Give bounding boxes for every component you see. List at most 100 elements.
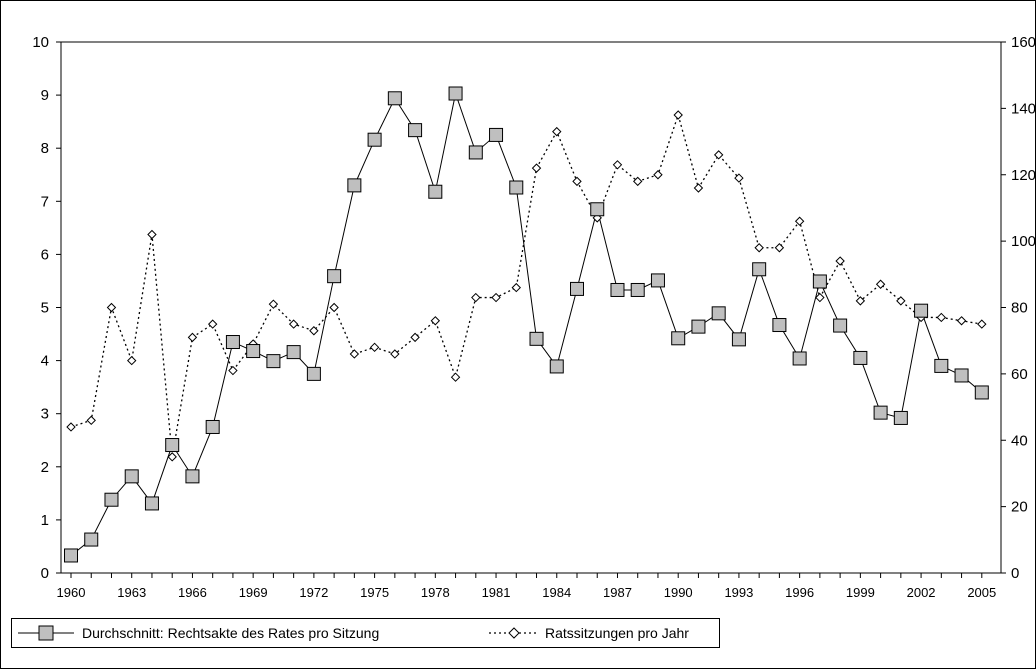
rechtsakte-point: [84, 532, 99, 547]
ratssitzungen-point: [754, 243, 764, 253]
x-tick-label: 1981: [482, 585, 511, 600]
ratssitzungen-point: [673, 110, 683, 120]
rechtsakte-point: [934, 358, 949, 373]
rechtsakte-point: [772, 318, 787, 333]
rechtsakte-point: [590, 202, 605, 217]
rechtsakte-point: [448, 86, 463, 101]
ratssitzungen-point: [288, 319, 299, 329]
x-tick-label: 1975: [360, 585, 389, 600]
legend-item-series-2: Ratssitzungen pro Jahr: [489, 619, 689, 647]
left-tick-label: 10: [32, 34, 49, 51]
x-tick-label: 1966: [178, 585, 207, 600]
left-tick-label: 0: [41, 565, 49, 582]
ratssitzungen-point: [977, 319, 987, 329]
left-tick-label: 1: [41, 512, 49, 529]
x-tick-label: 2005: [967, 585, 996, 600]
x-tick-label: 2002: [907, 585, 936, 600]
ratssitzungen-point: [875, 279, 886, 289]
ratssitzungen-point: [713, 150, 724, 160]
right-tick-label: 100: [1011, 233, 1035, 250]
x-tick-label: 1963: [117, 585, 146, 600]
ratssitzungen-point: [147, 229, 157, 240]
ratssitzungen-point: [268, 299, 279, 309]
rechtsakte-point: [853, 350, 868, 365]
legend-item-series-1: Durchschnitt: Rechtsakte des Rates pro S…: [18, 619, 379, 647]
right-tick-label: 120: [1011, 167, 1035, 184]
rechtsakte-point: [914, 303, 929, 318]
left-tick-label: 9: [41, 87, 49, 104]
rechtsakte-point: [812, 274, 827, 289]
left-tick-label: 3: [41, 406, 49, 423]
rechtsakte-point: [711, 306, 726, 321]
ratssitzungen-point: [369, 342, 380, 353]
x-tick-label: 1978: [421, 585, 450, 600]
ratssitzungen-point: [653, 170, 663, 180]
ratssitzungen-point: [86, 415, 96, 426]
x-tick-label: 1972: [299, 585, 328, 600]
ratssitzungen-point: [815, 292, 825, 303]
legend-label-series-1: Durchschnitt: Rechtsakte des Rates pro S…: [82, 625, 380, 641]
series-ratssitzungen-line: [70, 112, 982, 457]
rechtsakte-point: [144, 496, 159, 511]
right-tick-label: 60: [1011, 366, 1028, 383]
ratssitzungen-point: [228, 365, 238, 376]
x-tick-label: 1987: [603, 585, 632, 600]
rechtsakte-point: [974, 385, 989, 400]
rechtsakte-point: [691, 319, 706, 334]
rechtsakte-point: [408, 123, 423, 138]
left-tick-label: 4: [41, 353, 49, 370]
right-tick-label: 20: [1011, 499, 1028, 516]
rechtsakte-point: [468, 145, 483, 160]
ratssitzungen-point: [612, 160, 623, 170]
x-tick-label: 1990: [664, 585, 693, 600]
rechtsakte-point: [185, 469, 200, 484]
ratssitzungen-point: [207, 319, 218, 329]
ratssitzungen-point: [349, 349, 360, 359]
left-tick-label: 5: [41, 300, 49, 317]
ratssitzungen-point: [896, 296, 906, 306]
x-tick-label: 1960: [57, 585, 86, 600]
left-tick-label: 7: [41, 193, 49, 210]
rechtsakte-point: [104, 492, 119, 507]
ratssitzungen-point: [410, 332, 420, 343]
legend: Durchschnitt: Rechtsakte des Rates pro S…: [11, 618, 720, 648]
rechtsakte-point: [246, 344, 261, 359]
right-tick-label: 0: [1011, 565, 1019, 582]
right-tick-label: 160: [1011, 34, 1035, 51]
ratssitzungen-point: [794, 216, 805, 226]
rechtsakte-point: [671, 331, 686, 346]
ratssitzungen-point: [552, 126, 562, 137]
rechtsakte-point: [731, 332, 746, 347]
ratssitzungen-point: [390, 349, 400, 359]
x-tick-label: 1996: [785, 585, 814, 600]
rechtsakte-point: [630, 282, 645, 297]
rechtsakte-point: [489, 127, 504, 142]
rechtsakte-point: [306, 366, 321, 381]
ratssitzungen-point: [774, 243, 785, 253]
ratssitzungen-point: [855, 296, 866, 306]
ratssitzungen-point: [471, 292, 481, 303]
rechtsakte-point: [570, 281, 584, 296]
rechtsakte-point: [954, 368, 969, 383]
rechtsakte-point: [873, 405, 888, 420]
x-tick-label: 1984: [542, 585, 571, 600]
ratssitzungen-point: [531, 163, 542, 173]
ratssitzungen-point: [450, 372, 461, 382]
rechtsakte-point: [610, 282, 625, 297]
legend-diamond-dotted-icon: [489, 627, 539, 639]
rechtsakte-point: [833, 318, 848, 333]
x-tick-label: 1969: [239, 585, 268, 600]
rechtsakte-point: [509, 180, 524, 195]
ratssitzungen-point: [734, 173, 744, 183]
x-tick-label: 1999: [846, 585, 875, 600]
ratssitzungen-point: [693, 183, 704, 193]
rechtsakte-point: [549, 359, 564, 374]
ratssitzungen-point: [835, 256, 845, 266]
ratssitzungen-point: [309, 326, 319, 336]
ratssitzungen-point: [329, 302, 339, 313]
rechtsakte-point: [347, 178, 362, 193]
ratssitzungen-point: [572, 176, 582, 187]
x-tick-label: 1993: [724, 585, 753, 600]
